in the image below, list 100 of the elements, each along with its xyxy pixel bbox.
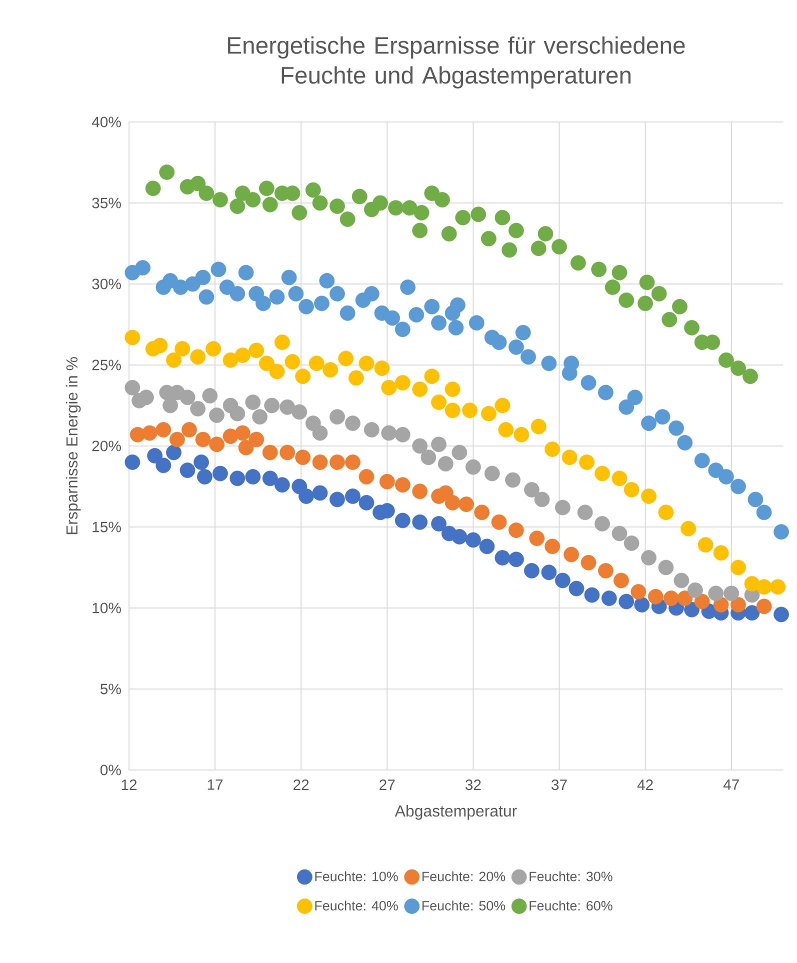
point [252, 409, 268, 425]
point [238, 440, 254, 456]
point [394, 426, 410, 442]
point [612, 470, 628, 486]
point [458, 496, 474, 512]
point [222, 352, 238, 368]
y-tick-label: 35% [92, 198, 121, 208]
point [444, 402, 460, 418]
point [195, 432, 211, 448]
point [756, 504, 772, 520]
point [298, 298, 314, 314]
y-tick-label: 40% [92, 116, 121, 128]
point [305, 182, 321, 198]
point [230, 198, 246, 214]
point [234, 425, 250, 441]
point [744, 576, 760, 592]
point [530, 240, 546, 256]
point [658, 560, 674, 576]
point [312, 425, 328, 441]
point [502, 242, 518, 258]
point [358, 469, 374, 484]
point [568, 580, 584, 596]
point [491, 334, 507, 350]
legend-label: Feuchte: 50% [422, 900, 506, 910]
point [230, 406, 246, 422]
point [674, 572, 690, 588]
point [292, 404, 308, 420]
y-tick-label: 10% [92, 602, 121, 614]
point [466, 459, 481, 475]
point [431, 436, 446, 452]
point [718, 352, 734, 368]
point [555, 500, 570, 516]
point [508, 522, 524, 538]
point [358, 356, 374, 372]
point [580, 554, 596, 570]
point [308, 356, 324, 372]
legend-label: Feuchte: 10% [315, 871, 398, 882]
point [474, 504, 490, 520]
point [680, 520, 696, 536]
point [424, 368, 440, 384]
point [219, 280, 235, 295]
point [508, 552, 524, 568]
point [634, 597, 650, 612]
point [274, 334, 290, 350]
point [162, 398, 178, 414]
point [280, 399, 296, 415]
point [448, 320, 464, 336]
point [222, 428, 238, 444]
point [431, 516, 446, 532]
point [638, 296, 654, 312]
point [284, 354, 300, 370]
point [508, 339, 524, 355]
point [494, 398, 510, 414]
point [591, 262, 607, 278]
point [206, 341, 222, 356]
point [529, 530, 545, 546]
point [514, 426, 530, 442]
point [319, 273, 335, 288]
point [258, 180, 274, 196]
point [668, 420, 684, 436]
point [312, 454, 328, 470]
point [330, 492, 345, 508]
point [402, 200, 418, 216]
point [524, 563, 540, 578]
point [552, 239, 567, 254]
point [352, 188, 368, 204]
point [494, 210, 510, 226]
point [441, 226, 457, 242]
y-tick-label: 25% [92, 360, 121, 370]
point [654, 409, 670, 425]
point [730, 597, 746, 612]
point [584, 587, 600, 603]
point [288, 286, 304, 302]
point [314, 296, 330, 312]
point [420, 450, 436, 466]
point [466, 532, 481, 548]
point [713, 597, 729, 612]
point [614, 572, 629, 588]
point [662, 312, 678, 328]
point [424, 298, 440, 314]
point [618, 594, 634, 610]
point [672, 298, 688, 314]
y-tick-label: 0% [100, 764, 121, 776]
legend-label: Feuchte: 30% [530, 871, 612, 882]
point [579, 454, 594, 470]
point [372, 195, 388, 211]
point [724, 586, 740, 602]
point [262, 470, 278, 486]
point [274, 477, 290, 493]
point [470, 206, 486, 222]
point [534, 492, 550, 508]
point [264, 398, 280, 414]
point [330, 198, 345, 214]
point [538, 226, 554, 242]
y-tick-label: 5% [100, 684, 121, 694]
legend-label: Feuchte: 20% [422, 871, 506, 882]
point [322, 362, 338, 378]
point [394, 322, 410, 338]
point [618, 399, 634, 415]
point [245, 394, 261, 410]
